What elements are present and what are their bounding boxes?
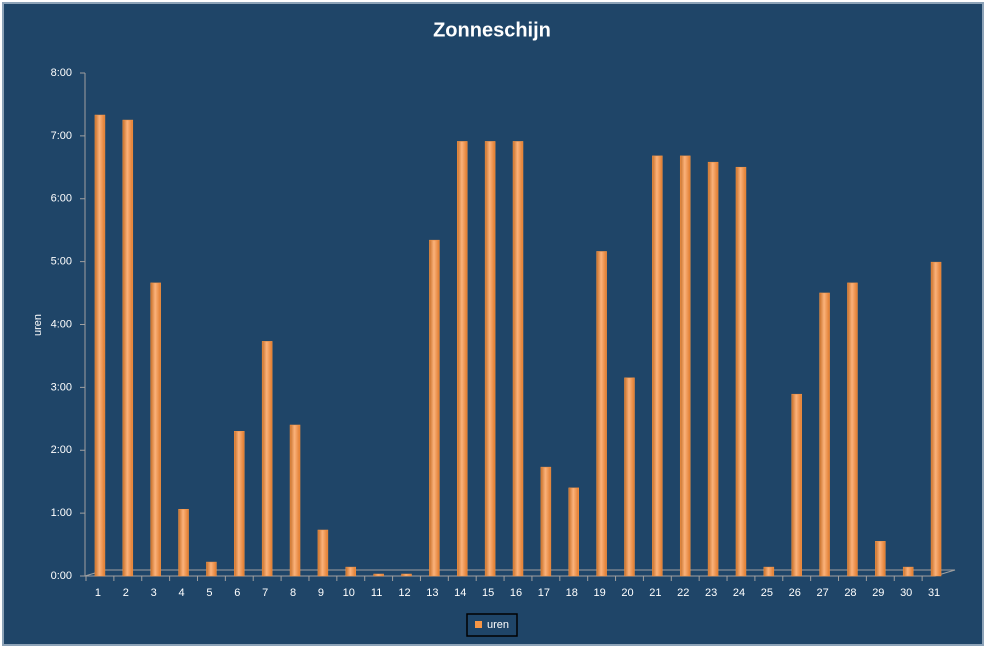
x-tick-label: 26 [789,587,801,599]
x-tick-label: 1 [95,587,101,599]
y-tick-label: 2:00 [51,444,72,456]
bar [763,566,775,577]
x-tick-label: 29 [872,587,884,599]
y-tick-label: 4:00 [51,318,72,330]
bar [150,282,161,577]
bar [94,114,106,577]
bar [624,377,635,577]
bar [930,261,942,577]
x-tick-label: 16 [510,587,522,599]
y-tick-label: 6:00 [51,193,72,205]
x-tick-label: 17 [538,587,550,599]
x-tick-label: 10 [343,587,355,599]
bar [902,566,914,577]
bar [540,466,552,577]
y-tick-label: 8:00 [51,67,72,79]
bar [484,141,496,577]
x-tick-label: 15 [482,587,494,599]
bar [345,566,357,577]
bar [178,508,189,577]
bar [373,573,384,577]
y-tick-label: 7:00 [51,130,72,142]
x-tick-label: 28 [844,587,856,599]
x-tick-label: 25 [761,587,773,599]
x-tick-label: 4 [178,587,184,599]
x-tick-label: 20 [621,587,633,599]
x-tick-label: 5 [206,587,212,599]
x-tick-label: 19 [593,587,605,599]
bar [122,119,134,577]
y-tick-label: 0:00 [51,570,72,582]
x-tick-label: 24 [733,587,745,599]
bar [401,573,412,577]
bar [652,155,663,577]
bar [317,529,329,577]
y-tick-label: 5:00 [51,256,72,268]
x-tick-label: 7 [262,587,268,599]
x-tick-label: 9 [318,587,324,599]
x-tick-label: 3 [151,587,157,599]
bar [707,161,719,577]
bar [791,393,802,577]
legend-label: uren [487,619,509,631]
chart-title: Zonneschijn [433,19,551,41]
bar [512,141,524,577]
bar [429,239,440,577]
bar [568,487,579,577]
legend [466,613,518,637]
bar [735,166,747,577]
bar [875,541,886,577]
bar [457,141,468,577]
bar [847,282,858,577]
legend-swatch [475,621,482,628]
x-tick-label: 27 [816,587,828,599]
x-tick-label: 21 [649,587,661,599]
x-tick-label: 6 [234,587,240,599]
bar [206,561,217,577]
x-tick-label: 18 [566,587,578,599]
y-axis-title: uren [32,314,44,336]
bar [679,155,691,577]
bar [289,424,301,577]
bar [261,341,273,577]
x-tick-label: 2 [123,587,129,599]
x-tick-label: 13 [426,587,438,599]
y-tick-label: 1:00 [51,507,72,519]
x-tick-label: 12 [398,587,410,599]
x-tick-label: 14 [454,587,466,599]
y-tick-label: 3:00 [51,381,72,393]
x-tick-label: 8 [290,587,296,599]
x-tick-label: 31 [928,587,940,599]
bar [819,292,830,577]
bar [234,431,245,577]
x-tick-label: 30 [900,587,912,599]
bar [596,251,607,577]
x-tick-label: 11 [371,587,382,599]
x-tick-label: 23 [705,587,717,599]
x-tick-label: 22 [677,587,689,599]
